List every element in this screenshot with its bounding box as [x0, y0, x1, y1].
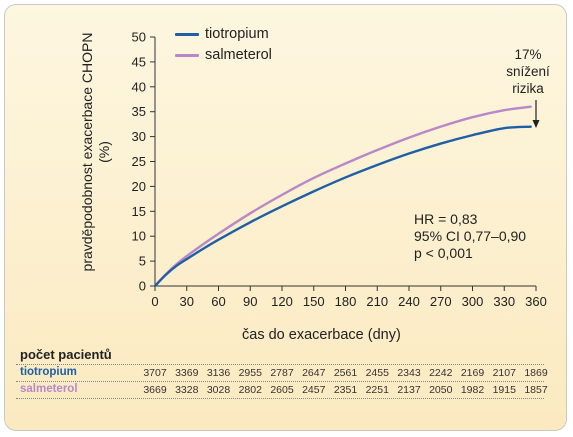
- x-tick-label: 90: [243, 294, 257, 309]
- y-tick-label: 10: [132, 229, 146, 244]
- patient-count: 2050: [429, 384, 453, 396]
- patients-row-name: tiotropium: [20, 366, 77, 378]
- y-tick-label: 5: [139, 254, 146, 269]
- y-tick-label: 45: [132, 54, 146, 69]
- patient-count: 2343: [397, 367, 421, 379]
- y-tick-label: 35: [132, 104, 146, 119]
- patient-count: 2605: [270, 384, 294, 396]
- legend-swatch-salmeterol: [175, 54, 199, 57]
- patient-count: 2351: [333, 384, 358, 396]
- patients-divider: [16, 381, 544, 382]
- annotation-line: rizika: [512, 81, 544, 96]
- patient-count: 3328: [175, 384, 199, 396]
- y-tick-label: 25: [132, 154, 146, 169]
- patients-divider: [16, 398, 544, 399]
- y-tick-label: 15: [132, 204, 146, 219]
- patient-count: 1982: [460, 384, 485, 396]
- patient-count: 1915: [492, 384, 516, 396]
- y-tick-label: 40: [132, 79, 146, 94]
- x-tick-label: 180: [335, 294, 357, 309]
- risk-reduction-annotation: 17% snížení rizika: [496, 46, 560, 97]
- series-line-salmeterol: [153, 105, 532, 288]
- patients-row-salmeterol: salmeterol 3669 3328 3028 2802 2605 2457 2351 2…: [0, 383, 573, 397]
- x-tick-label: 270: [430, 294, 452, 309]
- stat-ci: 95% CI 0,77–0,90: [414, 228, 527, 244]
- y-tick-label: 20: [132, 179, 146, 194]
- patient-count: 2647: [302, 367, 326, 379]
- x-tick-label: 300: [462, 294, 484, 309]
- patient-count: 3136: [206, 367, 231, 379]
- y-tick-label: 50: [132, 30, 146, 45]
- patients-row-name: salmeterol: [20, 383, 78, 395]
- x-tick-label: 210: [366, 294, 388, 309]
- patient-count: 2802: [238, 384, 262, 396]
- patient-count: 3028: [206, 384, 231, 396]
- patient-count: 2787: [270, 367, 294, 379]
- patients-title: počet pacientů: [20, 347, 112, 362]
- chart-frame: [4, 4, 567, 431]
- x-tick-label: 30: [180, 294, 194, 309]
- patient-count: 2251: [365, 384, 389, 396]
- y-tick-label: 0: [139, 279, 146, 294]
- x-tick-label: 330: [493, 294, 515, 309]
- patient-count: 1869: [524, 367, 548, 379]
- patient-count: 2169: [460, 367, 485, 379]
- arrow-head: [532, 120, 540, 128]
- y-tick-label: 30: [132, 129, 146, 144]
- annotation-line: snížení: [506, 64, 550, 79]
- x-axis-label: čas do exacerbace (dny): [242, 327, 401, 343]
- patient-count: 3669: [143, 384, 167, 396]
- stat-hr: HR = 0,83: [414, 211, 478, 227]
- patient-count: 3707: [143, 367, 167, 379]
- stat-p: p < 0,001: [414, 245, 473, 261]
- patient-count: 3369: [175, 367, 199, 379]
- legend-label-salmeterol: salmeterol: [205, 47, 272, 63]
- patients-row-tiotropium: tiotropium 3707 3369 3136 2955 2787 2647 2561 2…: [0, 366, 573, 380]
- x-tick-label: 150: [303, 294, 325, 309]
- series-line-tiotropium: [153, 125, 532, 288]
- x-tick-label: 60: [211, 294, 225, 309]
- y-axis-label: pravděpodobnost exacerbace CHOPN (%): [79, 32, 112, 272]
- legend-swatch-tiotropium: [175, 33, 199, 36]
- patient-count: 2455: [365, 367, 389, 379]
- x-tick-label: 120: [271, 294, 293, 309]
- patient-count: 2457: [302, 384, 326, 396]
- annotation-line: 17%: [514, 47, 542, 62]
- x-tick-label: 360: [525, 294, 547, 309]
- legend-label-tiotropium: tiotropium: [205, 26, 269, 42]
- patients-divider: [16, 364, 544, 365]
- patient-count: 2137: [397, 384, 421, 396]
- x-tick-label: 0: [151, 294, 158, 309]
- patient-count: 2955: [238, 367, 262, 379]
- patient-count: 1857: [524, 384, 548, 396]
- reduction-arrow: [532, 100, 540, 128]
- x-tick-label: 240: [398, 294, 420, 309]
- stats-box: HR = 0,83 95% CI 0,77–0,90 p < 0,001: [414, 211, 526, 262]
- patient-count: 2107: [492, 367, 516, 379]
- patient-count: 2242: [429, 367, 453, 379]
- patient-count: 2561: [333, 367, 358, 379]
